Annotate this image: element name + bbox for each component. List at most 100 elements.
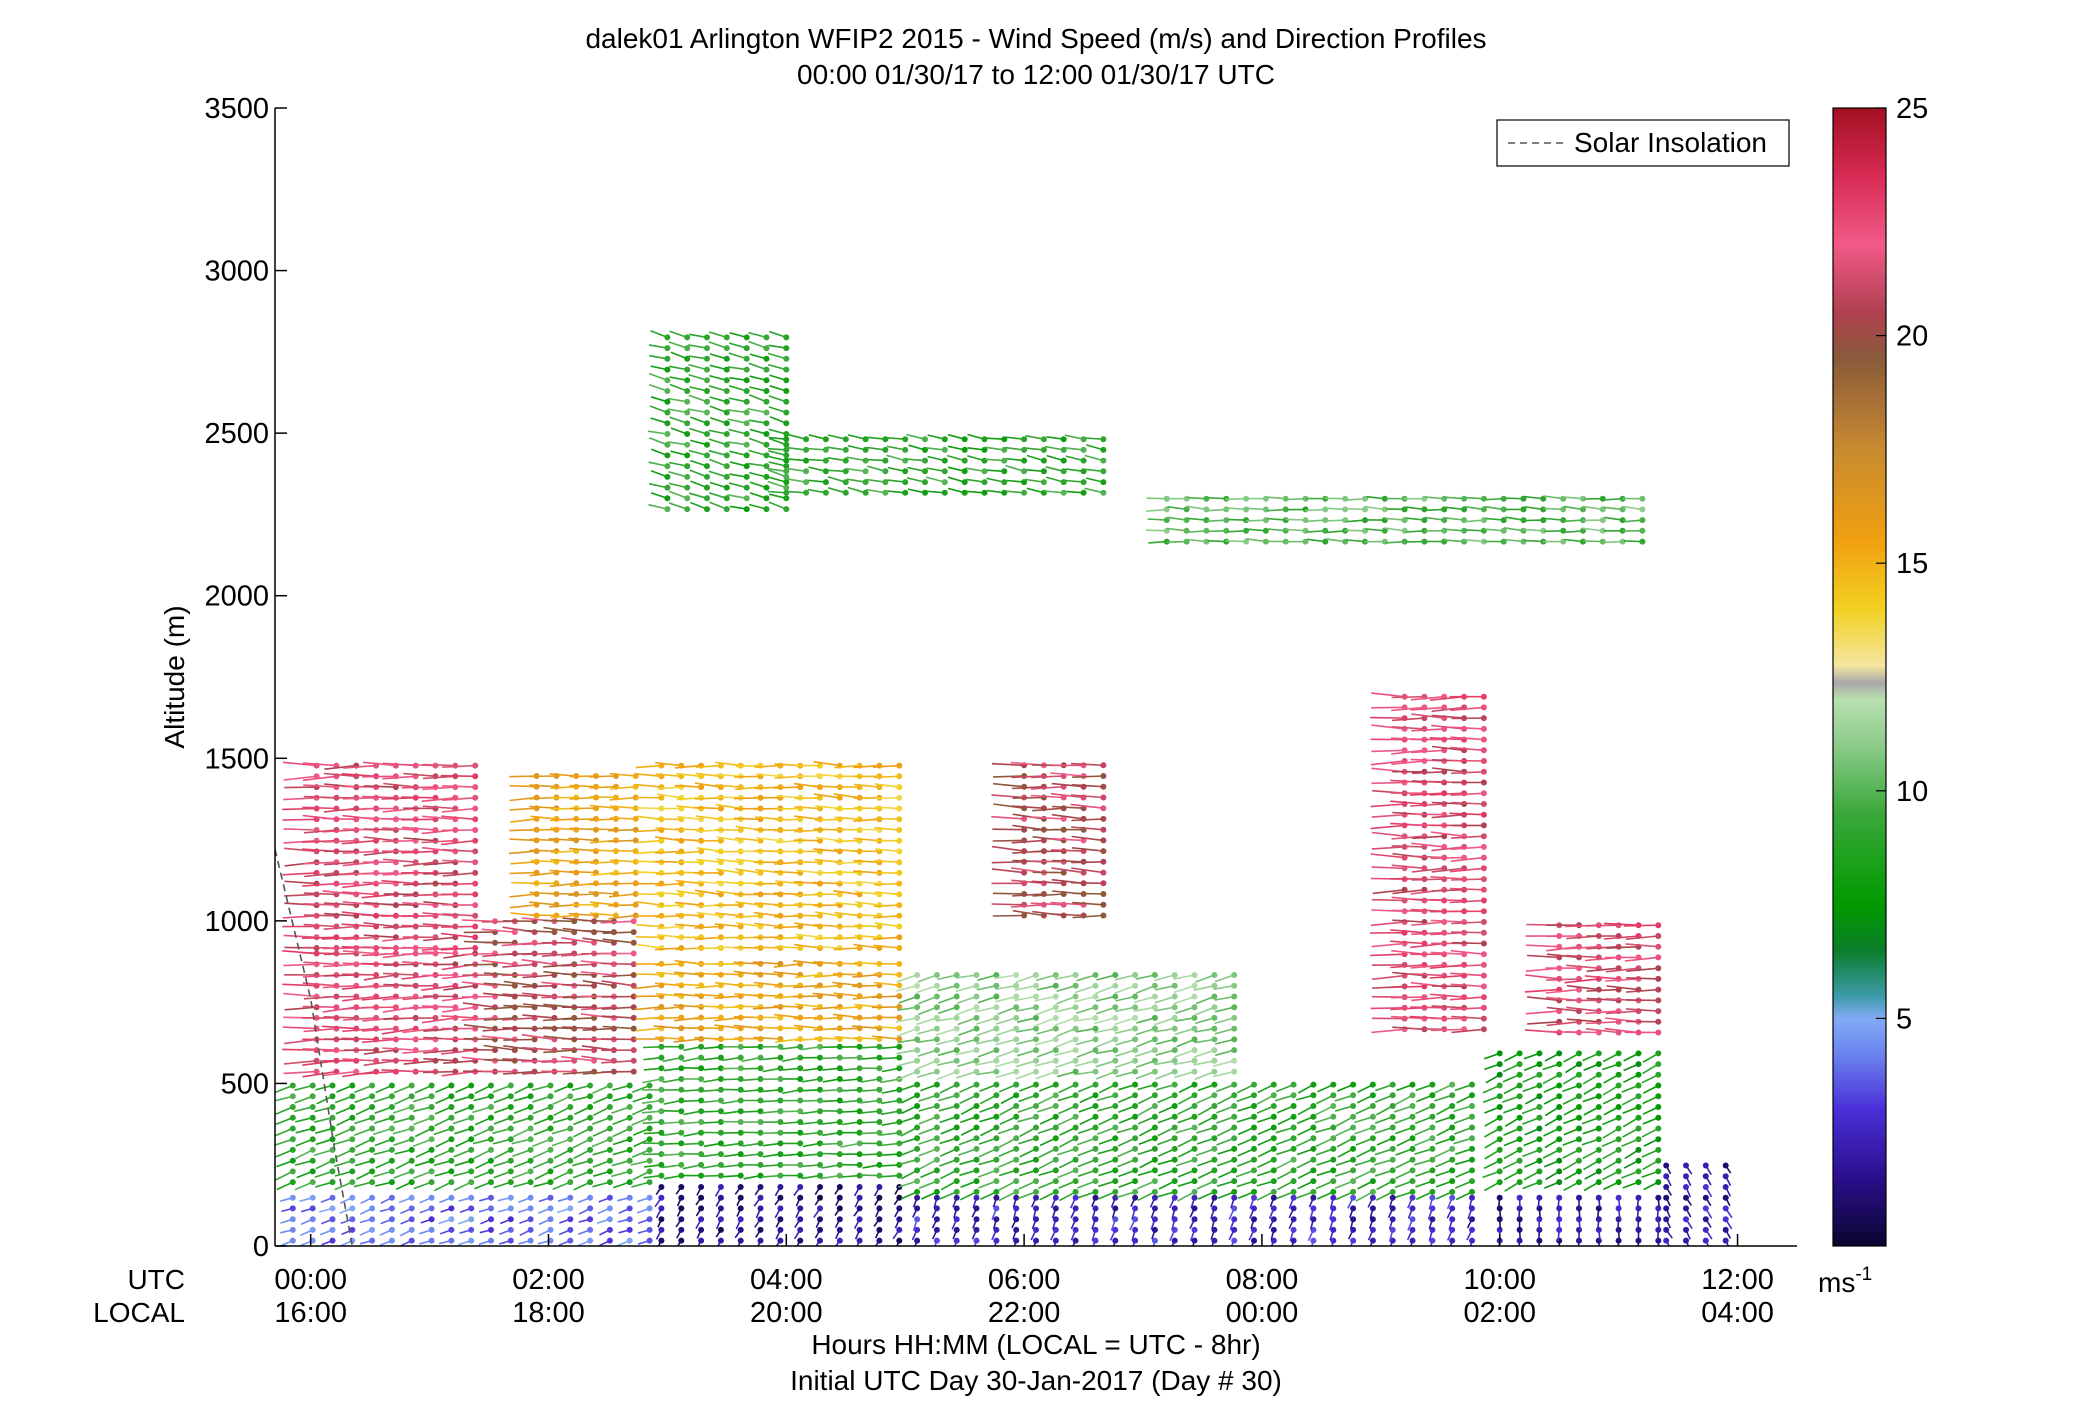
wind-barb-shaft <box>1306 538 1326 543</box>
wind-barb-dot <box>914 1156 921 1163</box>
wind-barb-shaft <box>991 868 1025 874</box>
wind-barb-dot <box>783 484 790 491</box>
wind-barb-dot <box>1421 790 1428 797</box>
wind-barb-dot <box>511 1057 518 1064</box>
wind-barb-shaft <box>1012 796 1044 799</box>
wind-barb-shaft <box>282 1026 317 1030</box>
wind-barb-shaft <box>734 775 761 778</box>
wind-barb-shaft <box>1405 530 1425 533</box>
wind-barb-shaft <box>1373 1158 1393 1166</box>
wind-barb-dot <box>1262 506 1269 513</box>
wind-barb-shaft <box>1305 519 1326 523</box>
wind-barb-dot <box>1191 1081 1198 1088</box>
wind-barb-shaft <box>768 501 787 510</box>
wind-barb-dot <box>1092 1092 1099 1099</box>
wind-barb-dot <box>1033 1145 1039 1152</box>
wind-barb-shaft <box>768 469 787 478</box>
wind-barb-dot <box>1092 1103 1099 1109</box>
wind-barb-dot <box>1251 1081 1257 1088</box>
wind-barb-dot <box>428 1205 435 1212</box>
wind-barb-dot <box>1052 1057 1059 1064</box>
wind-barb-shaft <box>355 1138 373 1148</box>
wind-barb-dot <box>1369 1113 1376 1120</box>
wind-barb-dot <box>472 827 479 833</box>
wind-barb-dot <box>1191 1092 1198 1099</box>
wind-barb-dot <box>658 1097 665 1104</box>
wind-barb-dot <box>1270 1081 1277 1088</box>
wind-barb-shaft <box>568 912 597 917</box>
wind-barb-dot <box>488 1136 494 1143</box>
wind-barb-shaft <box>775 807 801 810</box>
wind-barb-shaft <box>815 836 840 842</box>
wind-barb-shaft <box>532 1095 551 1103</box>
wind-barb-shaft <box>1136 1180 1156 1190</box>
wind-barb-dot <box>658 1151 665 1158</box>
wind-barb-shaft <box>794 797 821 800</box>
wind-barb-shaft <box>774 870 801 874</box>
wind-barb-shaft <box>324 912 357 917</box>
wind-barb-dot <box>1013 1113 1020 1120</box>
wind-barb-dot <box>452 912 459 919</box>
wind-barb-dot <box>933 1145 940 1152</box>
wind-barb-shaft <box>647 430 668 435</box>
wind-barb-shaft <box>992 828 1025 831</box>
wind-barb-dot <box>1001 436 1008 443</box>
wind-barb-shaft <box>1391 726 1425 730</box>
wind-barb-dot <box>1171 1036 1178 1043</box>
wind-barb-dot <box>698 794 705 801</box>
wind-barb-shaft <box>694 993 721 997</box>
wind-barb-dot <box>723 452 730 459</box>
wind-barb-dot <box>896 805 903 812</box>
wind-barb-dot <box>1421 725 1428 732</box>
wind-barb-shaft <box>1015 1060 1037 1068</box>
wind-barb-dot <box>1500 495 1507 502</box>
wind-barb-dot <box>896 784 903 791</box>
wind-barb-shaft <box>1225 540 1247 543</box>
wind-barb-dot <box>803 479 810 486</box>
wind-barb-shaft <box>561 1055 595 1062</box>
wind-barb-dot <box>1429 1103 1436 1109</box>
wind-barb-dot <box>914 1226 921 1233</box>
wind-barb-dot <box>587 1146 594 1153</box>
wind-barb-shaft <box>532 1106 551 1115</box>
wind-barb-dot <box>1072 1156 1079 1163</box>
wind-barb-shaft <box>493 1149 512 1159</box>
wind-barb-dot <box>678 837 685 844</box>
wind-barb-dot <box>757 1086 764 1093</box>
wind-barb-dot <box>1469 1226 1475 1233</box>
wind-barb-dot <box>373 1057 380 1064</box>
wind-barb-dot <box>1013 1025 1020 1032</box>
wind-barb-shaft <box>373 1127 393 1136</box>
wind-barb-shaft <box>1059 1191 1076 1202</box>
wind-barb-shaft <box>669 416 688 424</box>
wind-barb-shaft <box>569 870 597 874</box>
wind-barb-shaft <box>689 427 708 435</box>
wind-barb-dot <box>606 1216 613 1223</box>
wind-barb-dot <box>896 982 903 989</box>
wind-barb-dot <box>309 1136 316 1143</box>
wind-barb-shaft <box>401 924 436 928</box>
wind-barb-dot <box>1013 1047 1020 1054</box>
wind-barb-shaft <box>794 914 821 917</box>
wind-barb-shaft <box>886 437 906 440</box>
wind-barb-dot <box>896 1140 903 1147</box>
wind-barb-shaft <box>1454 1180 1473 1189</box>
wind-barb-dot <box>678 1065 685 1072</box>
wind-barb-dot <box>1243 506 1250 513</box>
wind-barb-dot <box>1211 1135 1218 1142</box>
wind-barb-shaft <box>422 951 456 955</box>
wind-barb-dot <box>428 1104 435 1110</box>
wind-barb-dot <box>678 1172 685 1179</box>
wind-barb-dot <box>1310 1237 1317 1244</box>
wind-barb-shaft <box>1392 919 1425 923</box>
wind-barb-shaft <box>793 960 821 965</box>
wind-barb-shaft <box>493 1170 512 1179</box>
wind-barb-dot <box>684 431 691 437</box>
wind-barb-shaft <box>728 428 747 435</box>
wind-barb-shaft <box>727 409 747 414</box>
wind-barb-shaft <box>303 784 337 788</box>
wind-barb-dot <box>1171 982 1178 989</box>
wind-barb-dot <box>1251 1167 1257 1174</box>
wind-barb-shaft <box>483 1058 515 1062</box>
wind-barb-dot <box>472 773 479 780</box>
